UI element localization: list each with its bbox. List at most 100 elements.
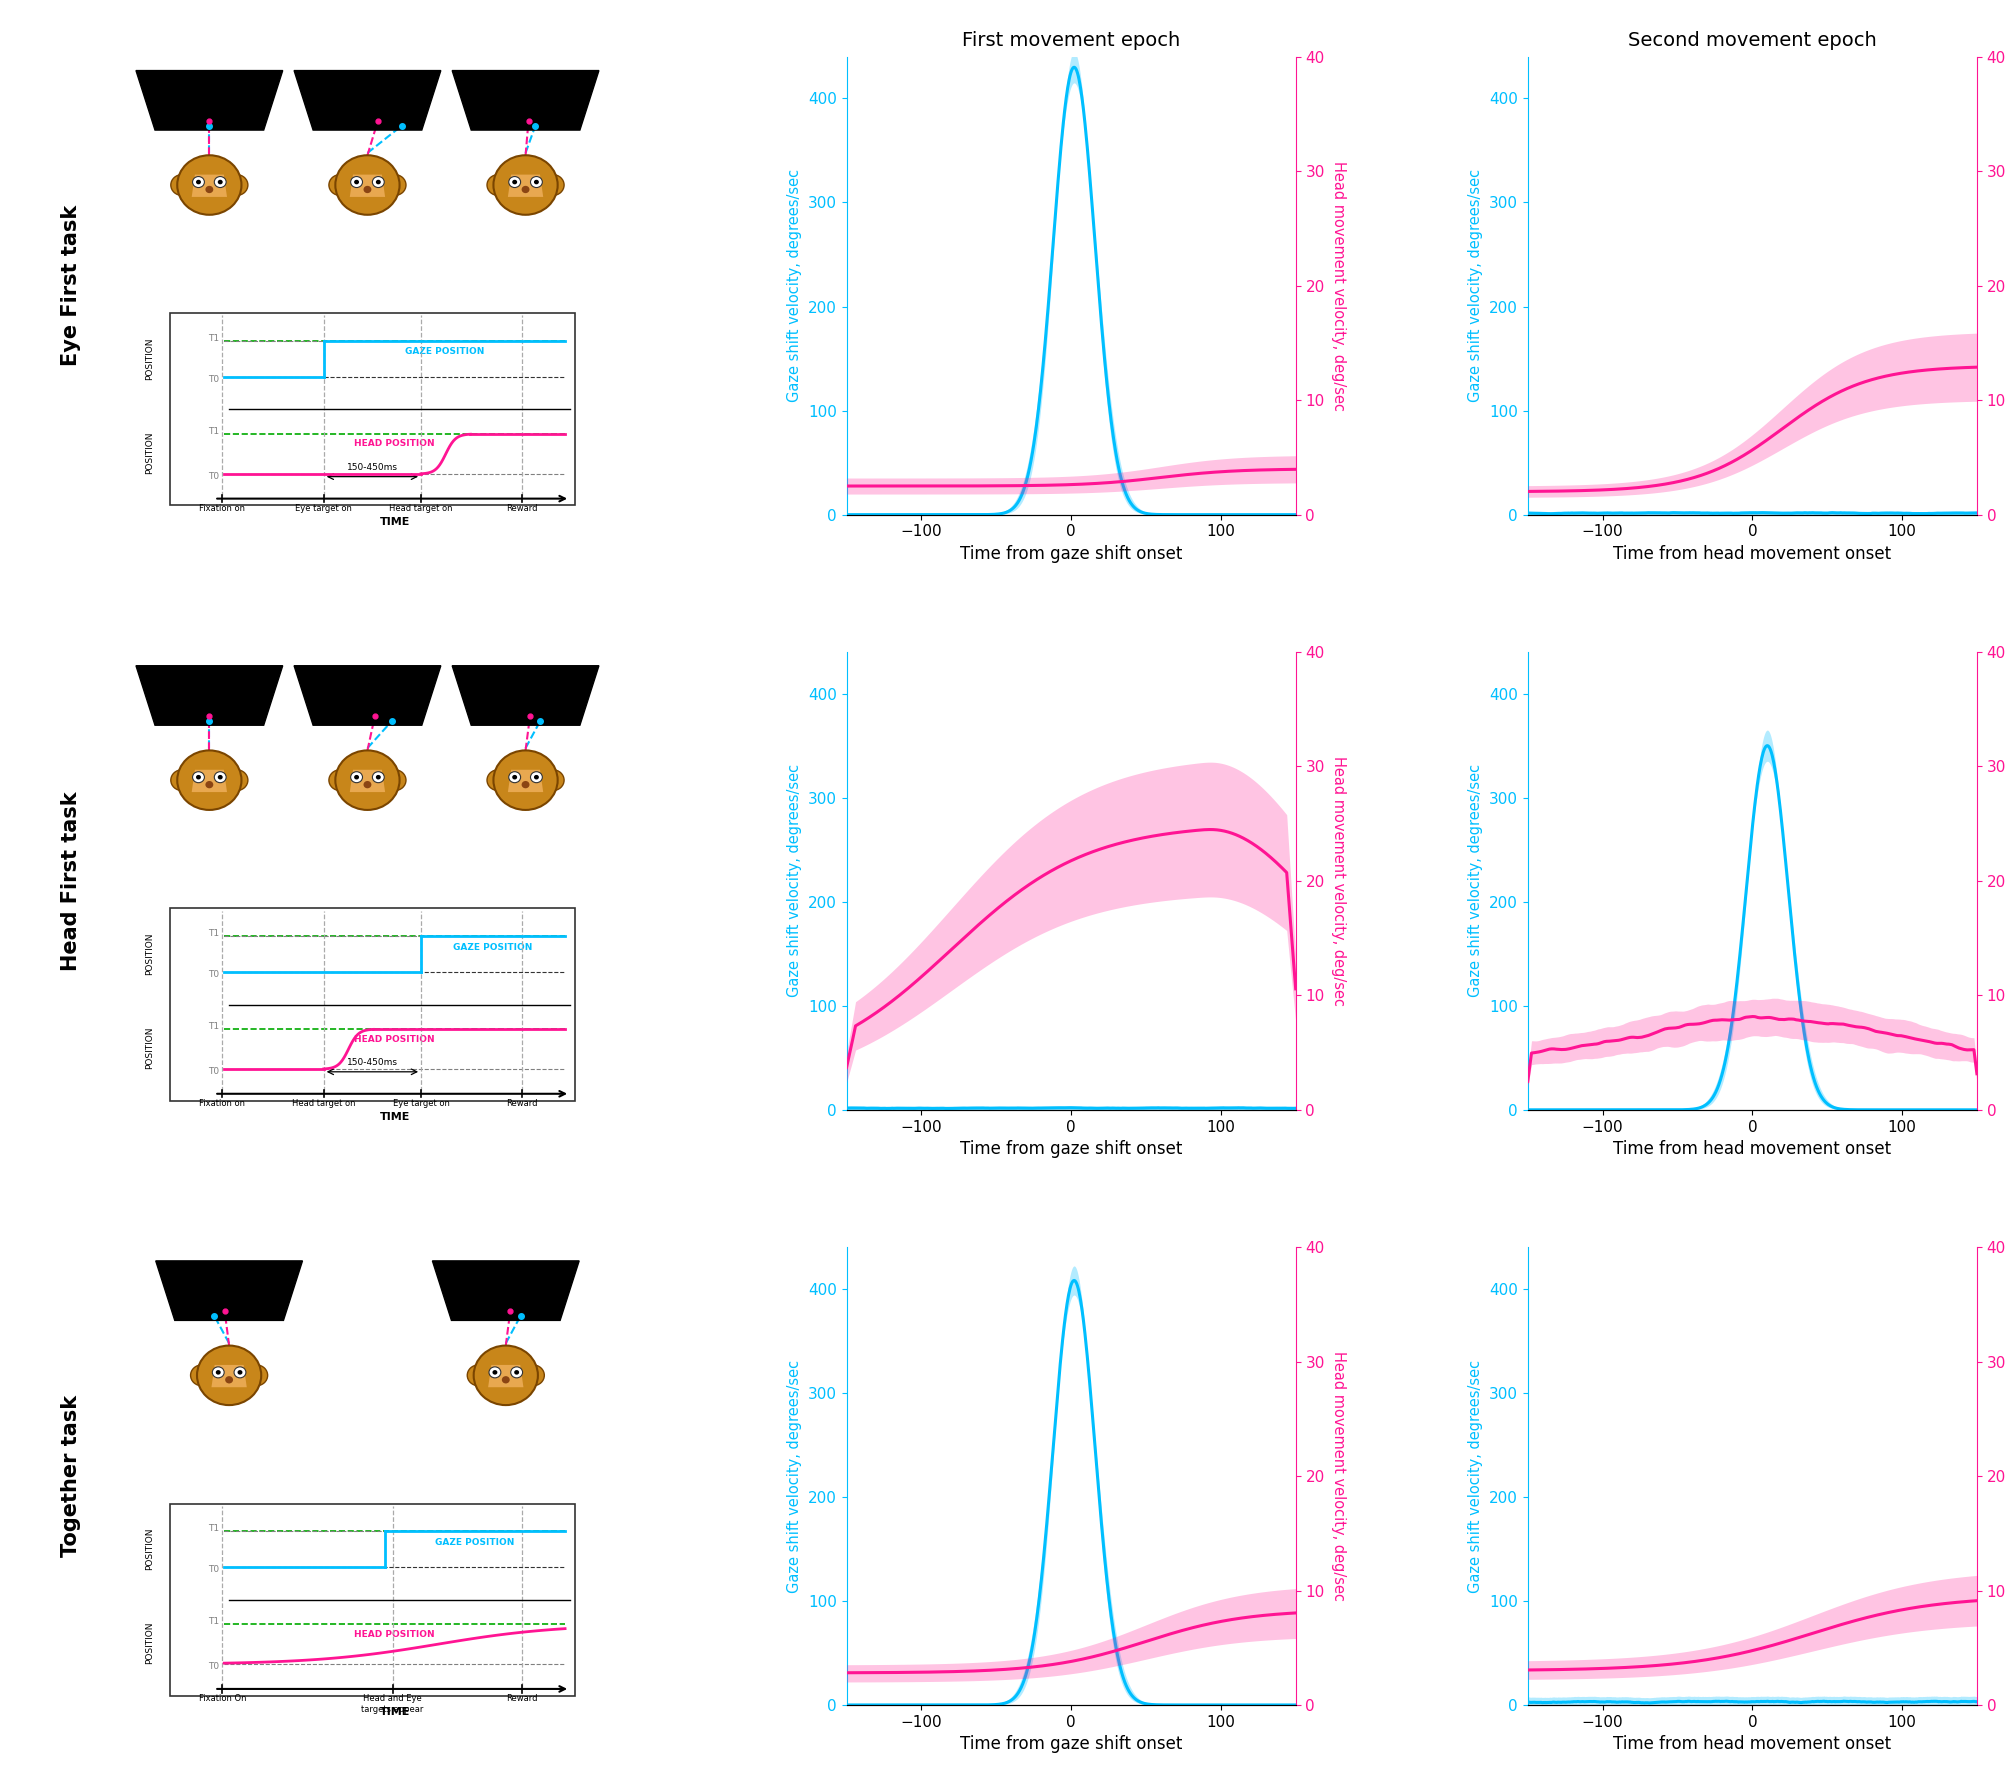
Circle shape xyxy=(375,179,381,185)
Circle shape xyxy=(197,179,201,185)
Text: Fixation on: Fixation on xyxy=(199,504,245,513)
Circle shape xyxy=(353,774,359,780)
Polygon shape xyxy=(349,769,385,792)
Text: Reward: Reward xyxy=(506,1694,538,1703)
Y-axis label: Head movement velocity, deg/sec: Head movement velocity, deg/sec xyxy=(1331,1352,1345,1600)
Polygon shape xyxy=(508,174,544,197)
Polygon shape xyxy=(136,666,283,725)
Circle shape xyxy=(508,773,520,783)
Circle shape xyxy=(490,1368,502,1378)
Title: Second movement epoch: Second movement epoch xyxy=(1628,30,1877,50)
Circle shape xyxy=(502,1376,510,1384)
Text: Eye target on: Eye target on xyxy=(295,504,351,513)
Polygon shape xyxy=(193,769,227,792)
Circle shape xyxy=(197,1346,261,1405)
Text: POSITION: POSITION xyxy=(147,932,155,975)
Text: Head target on: Head target on xyxy=(293,1099,355,1108)
Circle shape xyxy=(534,774,540,780)
Text: T1: T1 xyxy=(209,929,219,938)
Circle shape xyxy=(197,774,201,780)
Text: HEAD POSITION: HEAD POSITION xyxy=(355,1630,436,1639)
Circle shape xyxy=(351,773,363,783)
Text: T0: T0 xyxy=(209,1067,219,1076)
Circle shape xyxy=(205,186,213,194)
Y-axis label: Gaze shift velocity, degrees/sec: Gaze shift velocity, degrees/sec xyxy=(1469,169,1483,403)
Circle shape xyxy=(542,174,564,195)
X-axis label: Time from gaze shift onset: Time from gaze shift onset xyxy=(959,1735,1182,1753)
Text: T1: T1 xyxy=(209,1618,219,1627)
Text: Reward: Reward xyxy=(506,504,538,513)
Circle shape xyxy=(329,769,351,790)
Text: T0: T0 xyxy=(209,1565,219,1574)
Text: GAZE POSITION: GAZE POSITION xyxy=(454,943,532,952)
Circle shape xyxy=(530,773,542,783)
Y-axis label: Gaze shift velocity, degrees/sec: Gaze shift velocity, degrees/sec xyxy=(787,1359,803,1593)
X-axis label: Time from gaze shift onset: Time from gaze shift onset xyxy=(959,1140,1182,1158)
Circle shape xyxy=(494,751,558,810)
Text: HEAD POSITION: HEAD POSITION xyxy=(355,439,436,449)
Text: Head and Eye
targets appear: Head and Eye targets appear xyxy=(361,1694,423,1714)
Circle shape xyxy=(494,155,558,215)
Polygon shape xyxy=(452,71,598,130)
Circle shape xyxy=(492,1369,498,1375)
Circle shape xyxy=(514,1369,520,1375)
X-axis label: Time from head movement onset: Time from head movement onset xyxy=(1614,545,1891,563)
Text: Head target on: Head target on xyxy=(389,504,454,513)
Polygon shape xyxy=(295,71,442,130)
Circle shape xyxy=(217,1369,221,1375)
Circle shape xyxy=(375,774,381,780)
Text: HEAD POSITION: HEAD POSITION xyxy=(355,1035,436,1044)
Polygon shape xyxy=(193,174,227,197)
Text: 150-450ms: 150-450ms xyxy=(347,464,397,472)
Polygon shape xyxy=(136,71,283,130)
Circle shape xyxy=(235,1368,247,1378)
Text: GAZE POSITION: GAZE POSITION xyxy=(436,1538,514,1547)
Circle shape xyxy=(213,1368,225,1378)
Text: T0: T0 xyxy=(209,375,219,384)
Text: POSITION: POSITION xyxy=(147,1027,155,1069)
Y-axis label: Gaze shift velocity, degrees/sec: Gaze shift velocity, degrees/sec xyxy=(1469,1359,1483,1593)
Polygon shape xyxy=(432,1261,580,1320)
Circle shape xyxy=(225,769,249,790)
Circle shape xyxy=(488,769,510,790)
Circle shape xyxy=(225,1376,233,1384)
Text: T0: T0 xyxy=(209,1662,219,1671)
Bar xyxy=(171,313,574,506)
Text: TIME: TIME xyxy=(379,1112,409,1122)
Text: T1: T1 xyxy=(209,428,219,437)
Y-axis label: Gaze shift velocity, degrees/sec: Gaze shift velocity, degrees/sec xyxy=(787,764,803,998)
Circle shape xyxy=(383,769,405,790)
Text: T0: T0 xyxy=(209,970,219,979)
Polygon shape xyxy=(157,1261,303,1320)
Circle shape xyxy=(177,751,241,810)
X-axis label: Time from head movement onset: Time from head movement onset xyxy=(1614,1735,1891,1753)
Circle shape xyxy=(215,773,227,783)
Title: First movement epoch: First movement epoch xyxy=(961,30,1180,50)
Circle shape xyxy=(217,179,223,185)
Y-axis label: Head movement velocity, deg/sec: Head movement velocity, deg/sec xyxy=(1331,162,1345,410)
Circle shape xyxy=(193,773,205,783)
Text: 150-450ms: 150-450ms xyxy=(347,1058,397,1067)
Circle shape xyxy=(245,1366,267,1385)
Circle shape xyxy=(363,781,371,789)
Text: TIME: TIME xyxy=(379,517,409,527)
Circle shape xyxy=(177,155,241,215)
Circle shape xyxy=(510,1368,522,1378)
Circle shape xyxy=(335,751,399,810)
X-axis label: Time from head movement onset: Time from head movement onset xyxy=(1614,1140,1891,1158)
Circle shape xyxy=(522,781,530,789)
Polygon shape xyxy=(508,769,544,792)
Text: TIME: TIME xyxy=(379,1707,409,1717)
Circle shape xyxy=(205,781,213,789)
Circle shape xyxy=(329,174,351,195)
Text: POSITION: POSITION xyxy=(147,1621,155,1664)
Circle shape xyxy=(534,179,540,185)
Circle shape xyxy=(468,1366,490,1385)
Y-axis label: Gaze shift velocity, degrees/sec: Gaze shift velocity, degrees/sec xyxy=(787,169,803,403)
Bar xyxy=(171,1504,574,1696)
Circle shape xyxy=(217,774,223,780)
Circle shape xyxy=(373,773,383,783)
Circle shape xyxy=(383,174,405,195)
X-axis label: Time from gaze shift onset: Time from gaze shift onset xyxy=(959,545,1182,563)
Circle shape xyxy=(522,1366,544,1385)
